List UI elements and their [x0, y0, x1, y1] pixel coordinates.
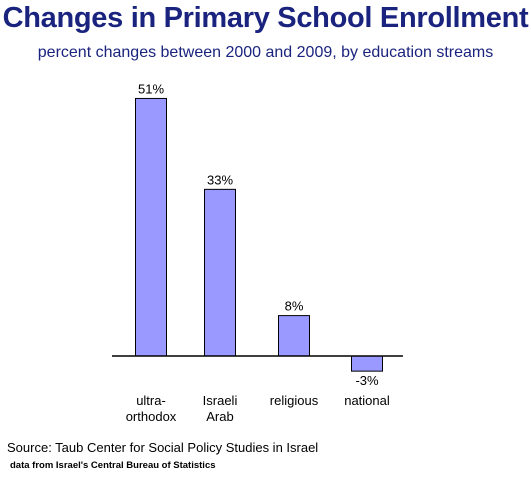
chart-title: Changes in Primary School Enrollment [2, 2, 529, 34]
bar-2 [204, 188, 236, 357]
category-label-2-2: Arab [206, 409, 233, 424]
data-label-1: 51% [138, 81, 164, 96]
chart-subtitle: percent changes between 2000 and 2009, b… [37, 44, 494, 61]
bar-3 [278, 315, 310, 357]
category-label-2-1: Israeli [203, 393, 238, 408]
bar-4 [351, 355, 383, 372]
bar-1 [135, 97, 167, 357]
data-label-3: 8% [285, 299, 304, 314]
category-label-1-2: orthodox [126, 409, 177, 424]
data-note: data from Israel's Central Bureau of Sta… [10, 460, 216, 471]
category-label-4-1: national [344, 393, 390, 408]
category-label-1-1: ultra- [136, 393, 166, 408]
source-note: Source: Taub Center for Social Policy St… [7, 440, 319, 455]
category-label-3-1: religious [270, 393, 319, 408]
data-label-4: -3% [355, 373, 379, 388]
data-label-2: 33% [207, 172, 233, 187]
